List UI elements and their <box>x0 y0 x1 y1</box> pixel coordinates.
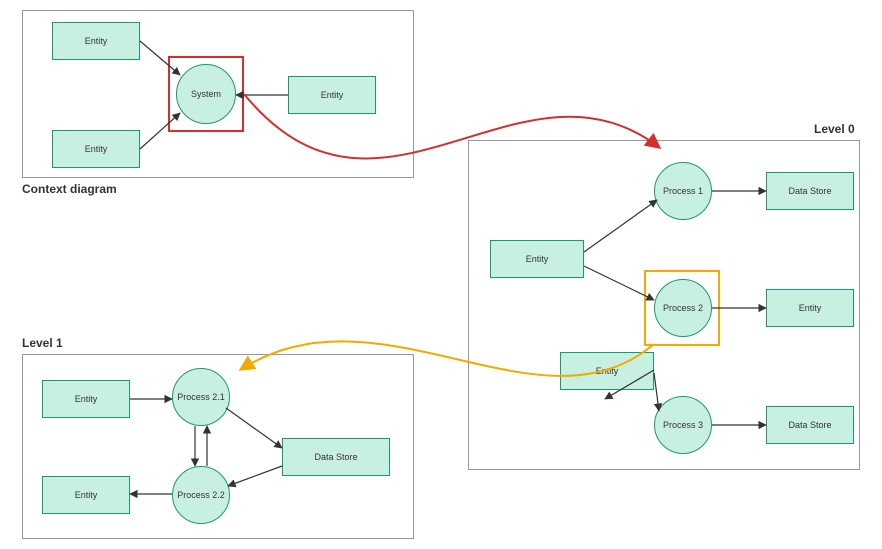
node-label: Data Store <box>788 420 831 430</box>
node-label: Data Store <box>314 452 357 462</box>
node-label: Entity <box>596 366 619 376</box>
entity-node: Entity <box>52 130 140 168</box>
entity-node: Entity <box>560 352 654 390</box>
node-label: Entity <box>75 490 98 500</box>
node-label: Entity <box>321 90 344 100</box>
entity-node: Entity <box>42 380 130 418</box>
process-node: Process 1 <box>654 162 712 220</box>
process-node: Process 2.2 <box>172 466 230 524</box>
node-label: Entity <box>799 303 822 313</box>
process-node: Process 2.1 <box>172 368 230 426</box>
entity-node: Entity <box>490 240 584 278</box>
node-label: Process 3 <box>663 420 703 430</box>
process-node: Process 3 <box>654 396 712 454</box>
context-label: Context diagram <box>22 182 117 196</box>
node-label: Process 2.1 <box>177 392 225 402</box>
entity-node: Entity <box>288 76 376 114</box>
datastore-node: Data Store <box>766 406 854 444</box>
datastore-node: Data Store <box>766 172 854 210</box>
entity-node: Entity <box>42 476 130 514</box>
datastore-node: Data Store <box>282 438 390 476</box>
entity-node: Entity <box>52 22 140 60</box>
entity-node: Entity <box>766 289 854 327</box>
node-label: Process 2.2 <box>177 490 225 500</box>
node-label: Entity <box>85 36 108 46</box>
node-label: Entity <box>85 144 108 154</box>
level0-label: Level 0 <box>814 122 855 136</box>
node-label: Data Store <box>788 186 831 196</box>
highlight-orange <box>644 270 720 346</box>
level1-label: Level 1 <box>22 336 63 350</box>
node-label: Entity <box>526 254 549 264</box>
highlight-red <box>168 56 244 132</box>
node-label: Entity <box>75 394 98 404</box>
node-label: Process 1 <box>663 186 703 196</box>
